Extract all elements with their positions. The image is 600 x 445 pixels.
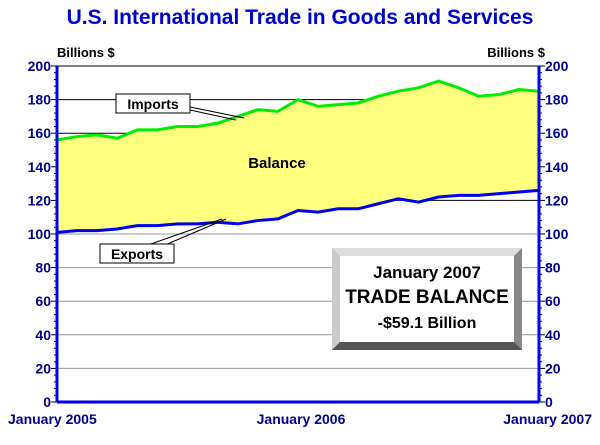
- y-tick-left: 160: [28, 125, 52, 141]
- annotation-date: January 2007: [373, 263, 481, 282]
- imports-leader: [189, 106, 245, 119]
- y-tick-left: 100: [28, 226, 52, 242]
- y-tick-right: 0: [545, 394, 553, 410]
- y-tick-right: 120: [545, 192, 569, 208]
- balance-area: [57, 81, 539, 233]
- exports-label-box: [99, 243, 175, 264]
- annotation-value: -$59.1 Billion: [378, 315, 477, 332]
- y-axis-label-right: Billions $: [487, 45, 546, 60]
- y-tick-left: 140: [28, 159, 52, 175]
- y-tick-left: 180: [28, 92, 52, 108]
- annotation-heading: TRADE BALANCE: [345, 287, 509, 308]
- x-tick: January 2006: [257, 411, 346, 427]
- y-tick-left: 60: [35, 293, 51, 309]
- y-tick-right: 200: [545, 58, 569, 74]
- y-tick-right: 40: [545, 327, 561, 343]
- imports-label-box: [115, 93, 191, 114]
- annotation-box: [340, 256, 514, 342]
- y-tick-right: 100: [545, 226, 569, 242]
- y-axis-label-left: Billions $: [57, 45, 116, 60]
- y-tick-left: 40: [35, 327, 51, 343]
- exports-leader: [147, 218, 223, 246]
- y-tick-left: 20: [35, 360, 51, 376]
- annotation-bevel-left: [332, 248, 340, 350]
- imports-line: [56, 79, 540, 142]
- chart-title: U.S. International Trade in Goods and Se…: [66, 6, 534, 29]
- y-tick-left: 200: [28, 58, 52, 74]
- y-tick-right: 80: [545, 260, 561, 276]
- y-tick-right: 60: [545, 293, 561, 309]
- annotation-bevel-bottom: [332, 342, 522, 350]
- imports-label: Imports: [127, 96, 179, 112]
- x-tick: January 2007: [503, 411, 592, 427]
- y-tick-left: 0: [43, 394, 51, 410]
- y-tick-right: 140: [545, 159, 569, 175]
- y-tick-left: 80: [35, 260, 51, 276]
- exports-line: [56, 188, 540, 234]
- y-tick-right: 20: [545, 360, 561, 376]
- exports-leader: [164, 218, 227, 246]
- y-tick-left: 120: [28, 192, 52, 208]
- y-tick-right: 180: [545, 92, 569, 108]
- x-tick: January 2005: [8, 411, 97, 427]
- exports-label: Exports: [111, 246, 163, 262]
- imports-leader: [189, 109, 237, 121]
- annotation-bevel-top: [332, 248, 522, 256]
- balance-label: Balance: [248, 155, 306, 172]
- y-tick-right: 160: [545, 125, 569, 141]
